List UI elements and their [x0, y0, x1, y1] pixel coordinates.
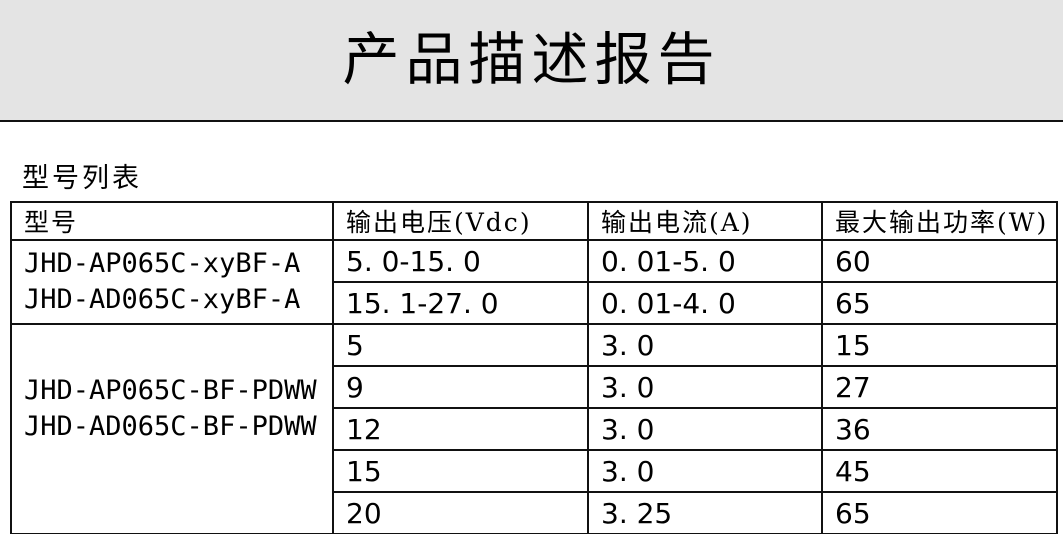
current-value: 3. 0 [587, 407, 823, 451]
voltage-value: 12 [332, 407, 589, 451]
voltage-value: 5 [332, 323, 589, 367]
power-value: 45 [821, 449, 1058, 493]
model-cell-bf-pdww: JHD-AP065C-BF-PDWW JHD-AD065C-BF-PDWW [10, 323, 334, 534]
power-value: 65 [821, 491, 1058, 534]
table-row: JHD-AP065C-xyBF-A JHD-AD065C-xyBF-A 5. 0… [10, 239, 1058, 325]
model-list-table: 型号 输出电压(Vdc) 输出电流(A) 最大输出功率(W) JHD-AP065… [10, 201, 1058, 534]
voltage-value: 20 [332, 491, 589, 534]
model-number: JHD-AP065C-xyBF-A [24, 248, 301, 279]
power-value: 65 [821, 281, 1058, 325]
table-row: 15 3. 0 45 [11, 449, 1058, 493]
current-value: 3. 0 [587, 365, 823, 409]
table-row: 20 3. 25 65 [11, 491, 1058, 534]
column-header-current: 输出电流(A) [587, 201, 823, 241]
table-row: 12 3. 0 36 [11, 407, 1058, 451]
column-header-power: 最大输出功率(W) [821, 201, 1058, 241]
voltage-value: 15. 1-27. 0 [332, 281, 589, 325]
power-value: 60 [821, 239, 1058, 283]
column-header-voltage: 输出电压(Vdc) [332, 201, 589, 241]
voltage-value: 9 [332, 365, 589, 409]
table-header-row: 型号 输出电压(Vdc) 输出电流(A) 最大输出功率(W) [10, 201, 1058, 241]
current-value: 3. 0 [587, 323, 823, 367]
model-number: JHD-AP065C-BF-PDWW [24, 375, 317, 406]
model-cell-xybf-a: JHD-AP065C-xyBF-A JHD-AD065C-xyBF-A [10, 239, 334, 325]
page-header-band: 产品描述报告 [0, 0, 1063, 122]
model-number: JHD-AD065C-BF-PDWW [24, 411, 317, 442]
table-row: JHD-AP065C-BF-PDWW JHD-AD065C-BF-PDWW 5 … [10, 323, 1058, 534]
power-value: 27 [821, 365, 1058, 409]
table-row: 15. 1-27. 0 0. 01-4. 0 65 [11, 281, 1058, 325]
current-value: 3. 25 [587, 491, 823, 534]
section-label-model-list: 型号列表 [22, 163, 142, 194]
table-row: 9 3. 0 27 [11, 365, 1058, 409]
page-title: 产品描述报告 [342, 27, 721, 93]
power-value: 36 [821, 407, 1058, 451]
power-value: 15 [821, 323, 1058, 367]
voltage-value: 5. 0-15. 0 [332, 239, 589, 283]
model-number: JHD-AD065C-xyBF-A [24, 284, 301, 315]
current-value: 0. 01-4. 0 [587, 281, 823, 325]
current-value: 0. 01-5. 0 [587, 239, 823, 283]
column-header-model: 型号 [10, 201, 334, 241]
current-value: 3. 0 [587, 449, 823, 493]
voltage-value: 15 [332, 449, 589, 493]
